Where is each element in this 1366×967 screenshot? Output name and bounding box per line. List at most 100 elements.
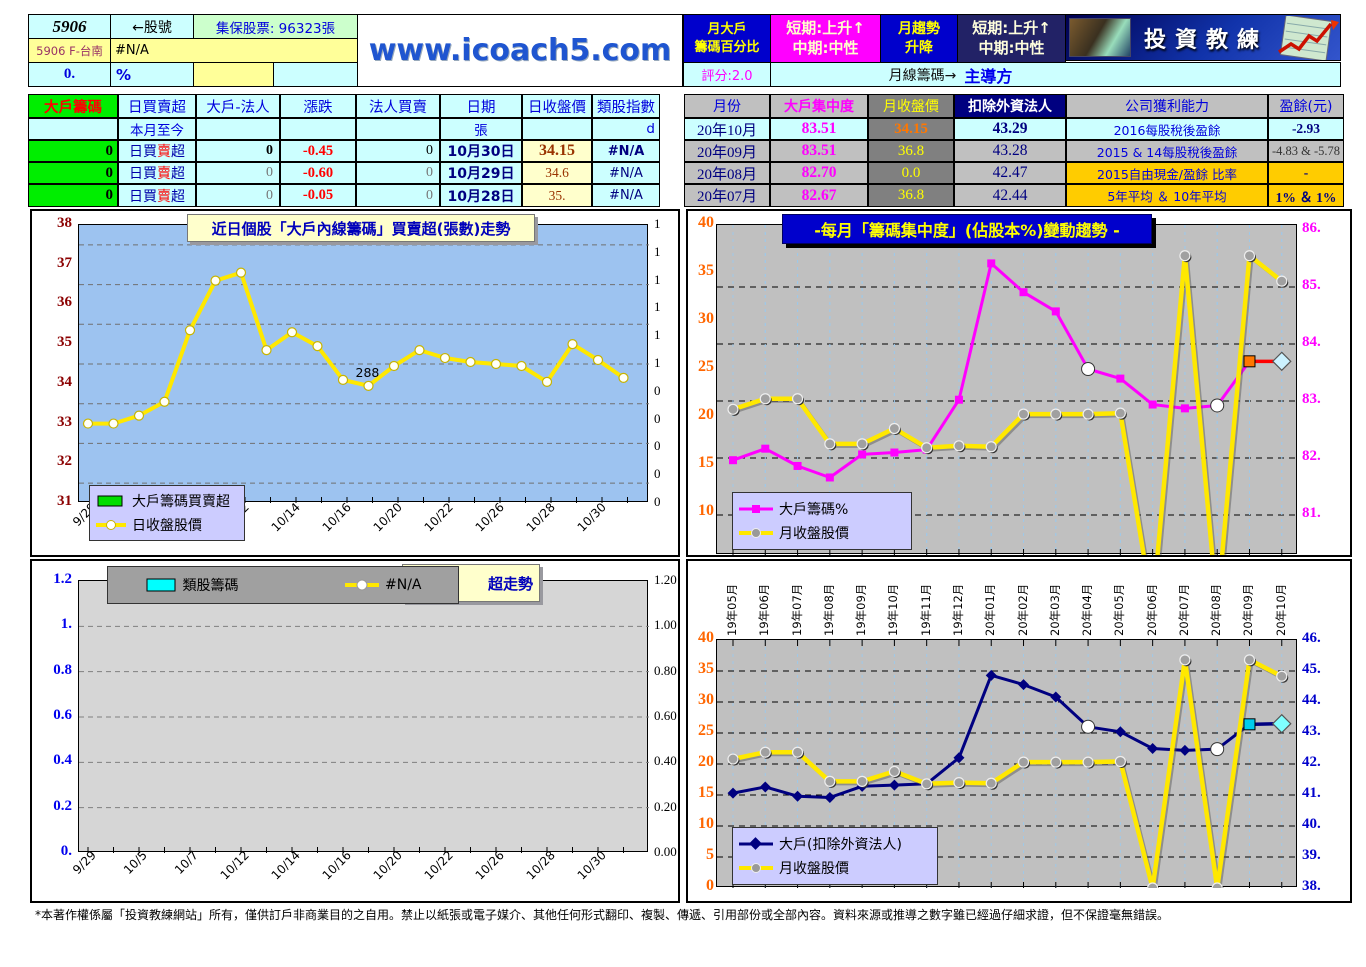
monthly-table-cell[interactable]: 20年07月 — [684, 184, 770, 207]
monthly-table-cell[interactable]: 36.8 — [868, 140, 954, 162]
daily-table-cell[interactable]: 日買賣超 — [118, 184, 196, 207]
daily-table-subrow-cell[interactable]: 張 — [440, 118, 522, 140]
daily-table-cell[interactable]: 0 — [196, 162, 280, 184]
daily-table-cell[interactable]: 10月30日 — [440, 140, 522, 162]
gray-circle-marker — [1114, 755, 1126, 768]
daily-table-subrow-cell[interactable] — [196, 118, 280, 140]
daily-table-cell[interactable]: -0.05 — [280, 184, 356, 207]
y-axis-tick-right: 0 — [654, 438, 661, 454]
monthly-table-header[interactable]: 盈餘(元) — [1268, 94, 1344, 118]
monthly-table-cell[interactable]: 43.28 — [954, 140, 1066, 162]
empty-cyan-cell[interactable] — [273, 62, 358, 87]
monthly-table-cell[interactable]: 20年08月 — [684, 162, 770, 184]
daily-table-cell[interactable]: 0 — [356, 184, 440, 207]
monthly-table-cell[interactable]: -4.83 & -5.78 — [1268, 140, 1344, 162]
daily-table-cell[interactable]: #N/A — [592, 162, 660, 184]
monthly-major-header[interactable]: 月大戶 籌碼百分比 — [683, 14, 771, 63]
daily-table-cell[interactable]: 35. — [522, 184, 592, 207]
monthly-table-cell[interactable]: 83.51 — [770, 140, 868, 162]
daily-table-header[interactable]: 法人買賣 — [356, 94, 440, 118]
daily-table-cell[interactable]: 34.6 — [522, 162, 592, 184]
monthly-table-cell[interactable]: -2.93 — [1268, 118, 1344, 140]
monthly-table-cell[interactable]: 82.70 — [770, 162, 868, 184]
monthly-table-cell[interactable]: 82.67 — [770, 184, 868, 207]
daily-table-subrow-cell[interactable]: 本月至今 — [118, 118, 196, 140]
daily-table-subrow-cell[interactable]: d — [592, 118, 660, 140]
highlight-white-circle — [1081, 719, 1096, 734]
monthly-table-header[interactable]: 大戶集中度 — [770, 94, 868, 118]
daily-table-subrow-cell[interactable] — [28, 118, 118, 140]
daily-table-cell[interactable]: 10月29日 — [440, 162, 522, 184]
monthly-table-cell[interactable]: 5年平均 ＆ 10年平均 — [1066, 184, 1268, 207]
daily-table-cell[interactable]: #N/A — [592, 140, 660, 162]
daily-table-cell[interactable]: 0 — [28, 184, 118, 207]
end-diamond-marker — [1271, 351, 1292, 372]
monthly-table-cell[interactable]: 0.0 — [868, 162, 954, 184]
score-cell[interactable]: 評分:2.0 — [683, 62, 771, 87]
monthly-table-header[interactable]: 月收盤價 — [868, 94, 954, 118]
y-axis-tick-left: 20 — [698, 406, 714, 423]
monthly-table-cell[interactable]: 20年09月 — [684, 140, 770, 162]
daily-table-cell[interactable]: 日買賣超 — [118, 140, 196, 162]
monthly-table-cell[interactable]: 34.15 — [868, 118, 954, 140]
daily-table-header[interactable]: 大戶-法人 — [196, 94, 280, 118]
monthly-table-cell[interactable]: - — [1268, 162, 1344, 184]
daily-table-header[interactable]: 日買賣超 — [118, 94, 196, 118]
y-axis-tick-left: 34 — [57, 373, 72, 390]
daily-table-cell[interactable]: 0 — [356, 140, 440, 162]
y-axis-tick-left: 25 — [698, 722, 714, 739]
daily-table-cell[interactable]: -0.45 — [280, 140, 356, 162]
monthly-table-cell[interactable]: 2015 & 14每股稅後盈餘 — [1066, 140, 1268, 162]
daily-table-subrow-cell[interactable] — [356, 118, 440, 140]
daily-table-cell[interactable]: 34.15 — [522, 140, 592, 162]
monthly-table-cell[interactable]: 36.8 — [868, 184, 954, 207]
daily-table-cell[interactable]: #N/A — [592, 184, 660, 207]
monthly-table-cell[interactable]: 20年10月 — [684, 118, 770, 140]
daily-table-subrow-cell[interactable] — [280, 118, 356, 140]
daily-table-cell[interactable]: 10月28日 — [440, 184, 522, 207]
stock-name-na-cell[interactable]: #N/A — [110, 38, 358, 63]
percent-cell[interactable]: % — [110, 62, 194, 87]
month-trend-header[interactable]: 月趨勢 升降 — [880, 14, 958, 63]
daily-table-header[interactable]: 大戶籌碼 — [28, 94, 118, 118]
monthly-table-cell[interactable]: 83.51 — [770, 118, 868, 140]
daily-table-subrow-cell[interactable] — [522, 118, 592, 140]
custody-shares-cell[interactable]: 集保股票: 96323張 — [193, 14, 358, 39]
monthly-table-cell[interactable]: 42.47 — [954, 162, 1066, 184]
gray-circle-marker — [953, 777, 965, 789]
daily-table-cell[interactable]: 0 — [356, 162, 440, 184]
logo-banner: 投資教練 — [1065, 14, 1341, 61]
daily-table-header[interactable]: 日期 — [440, 94, 522, 118]
daily-table-cell[interactable]: 0 — [28, 162, 118, 184]
short-mid-signal-2[interactable]: 短期:上升↑ 中期:中性 — [957, 14, 1066, 63]
daily-table-header[interactable]: 漲跌 — [280, 94, 356, 118]
daily-table-cell[interactable]: 0 — [196, 184, 280, 207]
daily-table-cell[interactable]: 0 — [196, 140, 280, 162]
stock-id-label-cell[interactable]: ←股號 — [110, 14, 194, 39]
monthly-table-cell[interactable]: 2015自由現金/盈餘 比率 — [1066, 162, 1268, 184]
magenta-swatch — [739, 505, 773, 513]
monthly-table-cell[interactable]: 1% ＆ 1% — [1268, 184, 1344, 207]
daily-trade-char: 日 — [129, 144, 143, 160]
monthly-table-cell[interactable]: 42.44 — [954, 184, 1066, 207]
y-axis-tick-right: 1.20 — [654, 572, 677, 587]
empty-yellow-cell[interactable] — [193, 62, 274, 87]
monthly-table-cell[interactable]: 2016每股稅後盈餘 — [1066, 118, 1268, 140]
daily-table-cell[interactable]: 0 — [28, 140, 118, 162]
short-mid-signal-1[interactable]: 短期:上升↑ 中期:中性 — [770, 14, 881, 63]
monthly-chips-dominant-cell[interactable]: 月線籌碼→ 主導方 — [770, 62, 1341, 87]
daily-table-cell[interactable]: -0.60 — [280, 162, 356, 184]
monthly-table-header[interactable]: 公司獲利能力 — [1066, 94, 1268, 118]
zero-value-cell[interactable]: 0. — [28, 62, 111, 87]
monthly-table-header[interactable]: 扣除外資法人 — [954, 94, 1066, 118]
daily-table-cell[interactable]: 日買賣超 — [118, 162, 196, 184]
diamond-marker — [792, 790, 804, 802]
monthly-table-header[interactable]: 月份 — [684, 94, 770, 118]
daily-table-header[interactable]: 日收盤價 — [522, 94, 592, 118]
stock-name-cell[interactable]: 5906 F-台南 — [28, 38, 111, 63]
stock-id-cell[interactable]: 5906 — [28, 14, 111, 39]
gray-circle-marker — [759, 746, 771, 758]
monthly-table-cell[interactable]: 43.29 — [954, 118, 1066, 140]
website-cell[interactable]: www.icoach5.com — [357, 14, 683, 87]
daily-table-header[interactable]: 類股指數 — [592, 94, 660, 118]
